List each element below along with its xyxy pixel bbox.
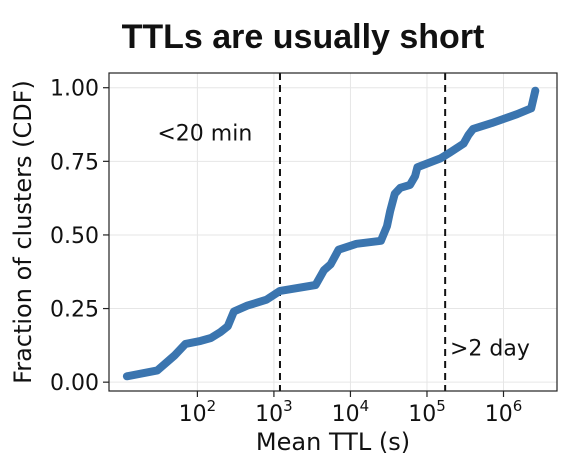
annotation-label: >2 day xyxy=(450,337,530,362)
y-tick-label: 0.50 xyxy=(50,224,99,249)
plot-frame xyxy=(108,72,558,392)
y-tick-label: 1.00 xyxy=(50,77,99,102)
x-axis-label: Mean TTL (s) xyxy=(256,428,410,456)
chart-title: TTLs are usually short xyxy=(122,18,485,56)
series-layer xyxy=(122,86,540,381)
x-tick-exponent: 4 xyxy=(360,397,370,415)
y-tick-label: 0.00 xyxy=(50,371,99,396)
x-tick-exponent: 5 xyxy=(436,397,446,415)
y-axis-label: Fraction of clusters (CDF) xyxy=(9,80,37,384)
x-tick-label: 106 xyxy=(485,397,523,427)
grid xyxy=(109,73,557,391)
x-tick-label: 103 xyxy=(255,397,293,427)
x-tick-exponent: 6 xyxy=(513,397,523,415)
x-tick-base: 10 xyxy=(485,402,513,427)
y-tick-label: 0.25 xyxy=(50,298,99,323)
x-tick-base: 10 xyxy=(179,402,207,427)
x-tick-label: 104 xyxy=(332,397,370,427)
cdf-series-line xyxy=(122,86,540,381)
x-tick-base: 10 xyxy=(332,402,360,427)
x-tick-base: 10 xyxy=(408,402,436,427)
x-tick-label: 102 xyxy=(179,397,217,427)
annotation-label: <20 min xyxy=(157,122,252,147)
x-tick-exponent: 3 xyxy=(283,397,293,415)
annotations: <20 min >2 day xyxy=(157,122,530,362)
x-tick-base: 10 xyxy=(255,402,283,427)
x-tick-label: 105 xyxy=(408,397,446,427)
y-tick-label: 0.75 xyxy=(50,150,99,175)
x-tick-exponent: 2 xyxy=(207,397,217,415)
reference-lines xyxy=(278,73,447,391)
